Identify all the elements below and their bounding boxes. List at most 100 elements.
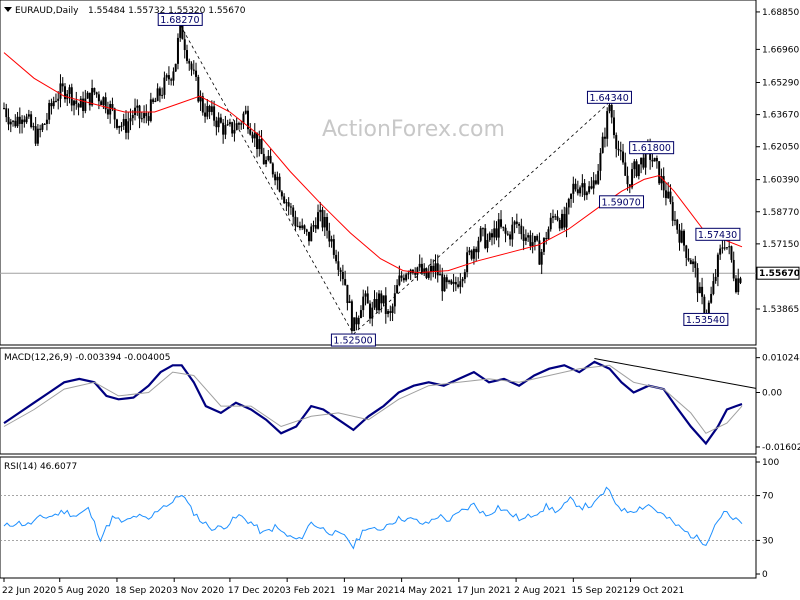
symbol-icon (4, 7, 12, 12)
candle-body (32, 126, 35, 128)
candle-body (703, 296, 706, 319)
candle-body (432, 265, 435, 272)
candle-body (181, 16, 184, 40)
candle-body (628, 184, 631, 188)
candle-body (400, 275, 403, 278)
candle-body (599, 152, 602, 171)
candle-body (249, 129, 252, 135)
candle-body (326, 216, 329, 231)
candle-body (436, 263, 439, 276)
candle-body (163, 77, 166, 95)
candle-body (590, 186, 593, 189)
candle-body (170, 79, 173, 81)
candle-body (120, 125, 123, 127)
candle-body (12, 120, 15, 122)
candle-body (633, 161, 636, 170)
candle-body (307, 231, 310, 242)
candle-body (574, 183, 577, 190)
candle-body (27, 114, 30, 117)
candle-body (701, 286, 704, 297)
price-layer: 1.68270 1.52500 1.64340 1.61800 1.59070 1.574… (0, 12, 756, 347)
candle-body (115, 119, 118, 128)
candle-body (9, 121, 12, 125)
candle-body (328, 230, 331, 242)
candle-body (204, 112, 207, 117)
candle-body (91, 88, 94, 106)
candle-body (111, 103, 114, 109)
price-y-tick-label: 1.66960 (762, 45, 799, 55)
candle-body (739, 278, 742, 283)
candle-body (3, 108, 5, 110)
candle-body (470, 250, 473, 259)
candle-body (493, 228, 496, 238)
candle-body (258, 139, 261, 150)
candle-body (468, 250, 471, 253)
annotation-box (330, 333, 376, 347)
candle-body (441, 274, 444, 292)
candle-body (477, 240, 480, 253)
x-tick-label: 4 May 2021 (400, 586, 453, 596)
candle-body (292, 207, 295, 217)
candle-body (396, 285, 399, 294)
candle-body (314, 225, 317, 229)
candle-body (152, 99, 155, 102)
candle-body (310, 226, 313, 242)
candle-body (97, 94, 100, 102)
candle-body (676, 219, 679, 230)
candle-body (615, 135, 618, 149)
candle-body (34, 126, 37, 144)
x-tick-label: 15 Sep 2021 (571, 586, 628, 596)
candle-body (450, 280, 453, 284)
candle-body (461, 278, 464, 282)
candle-body (689, 260, 692, 265)
candle-body (75, 100, 78, 104)
candle-body (418, 263, 421, 268)
candle-body (246, 110, 249, 130)
candle-body (545, 238, 548, 240)
candle-body (502, 226, 505, 228)
candle-body (585, 192, 588, 196)
price-y-tick-label: 1.53865 (762, 305, 799, 315)
watermark: ActionForex.com (322, 117, 505, 142)
candle-body (317, 212, 320, 229)
annotation-label: 1.57430 (695, 227, 741, 241)
annotation-box (586, 90, 632, 104)
annotation-label: 1.68270 (157, 12, 203, 26)
candle-body (540, 251, 543, 265)
candle-body (597, 170, 600, 184)
candle-body (208, 106, 211, 112)
x-tick-label: 22 Jun 2020 (2, 586, 56, 596)
annotation-label: 1.61800 (629, 141, 675, 155)
macd-y-tick-label: 0.00 (762, 389, 782, 399)
candle-body (109, 103, 112, 115)
annotation-box (629, 141, 675, 155)
candle-body (256, 132, 259, 150)
annotation-box (157, 12, 203, 26)
candle-body (271, 163, 274, 175)
annotation-label: 1.52500 (330, 333, 376, 347)
candle-body (215, 120, 218, 128)
candle-body (608, 104, 611, 112)
candle-body (61, 83, 64, 87)
candle-body (124, 119, 127, 133)
candle-body (274, 174, 277, 181)
candle-body (527, 235, 530, 238)
candle-body (52, 101, 55, 107)
candle-body (520, 225, 523, 235)
candle-body (54, 100, 57, 102)
candle-body (165, 75, 168, 78)
candle-body (405, 274, 408, 281)
candle-body (251, 134, 254, 139)
candle-body (490, 233, 493, 238)
candle-body (136, 105, 139, 108)
candle-body (332, 239, 335, 255)
moving-average-line (3, 52, 743, 274)
candle-body (36, 128, 39, 144)
candle-body (712, 281, 715, 294)
candle-body (683, 230, 686, 246)
candle-body (486, 239, 489, 249)
candle-body (472, 248, 475, 259)
candle-body (143, 113, 146, 119)
price-y-tick-label: 1.65290 (762, 79, 799, 89)
candle-body (463, 272, 466, 279)
